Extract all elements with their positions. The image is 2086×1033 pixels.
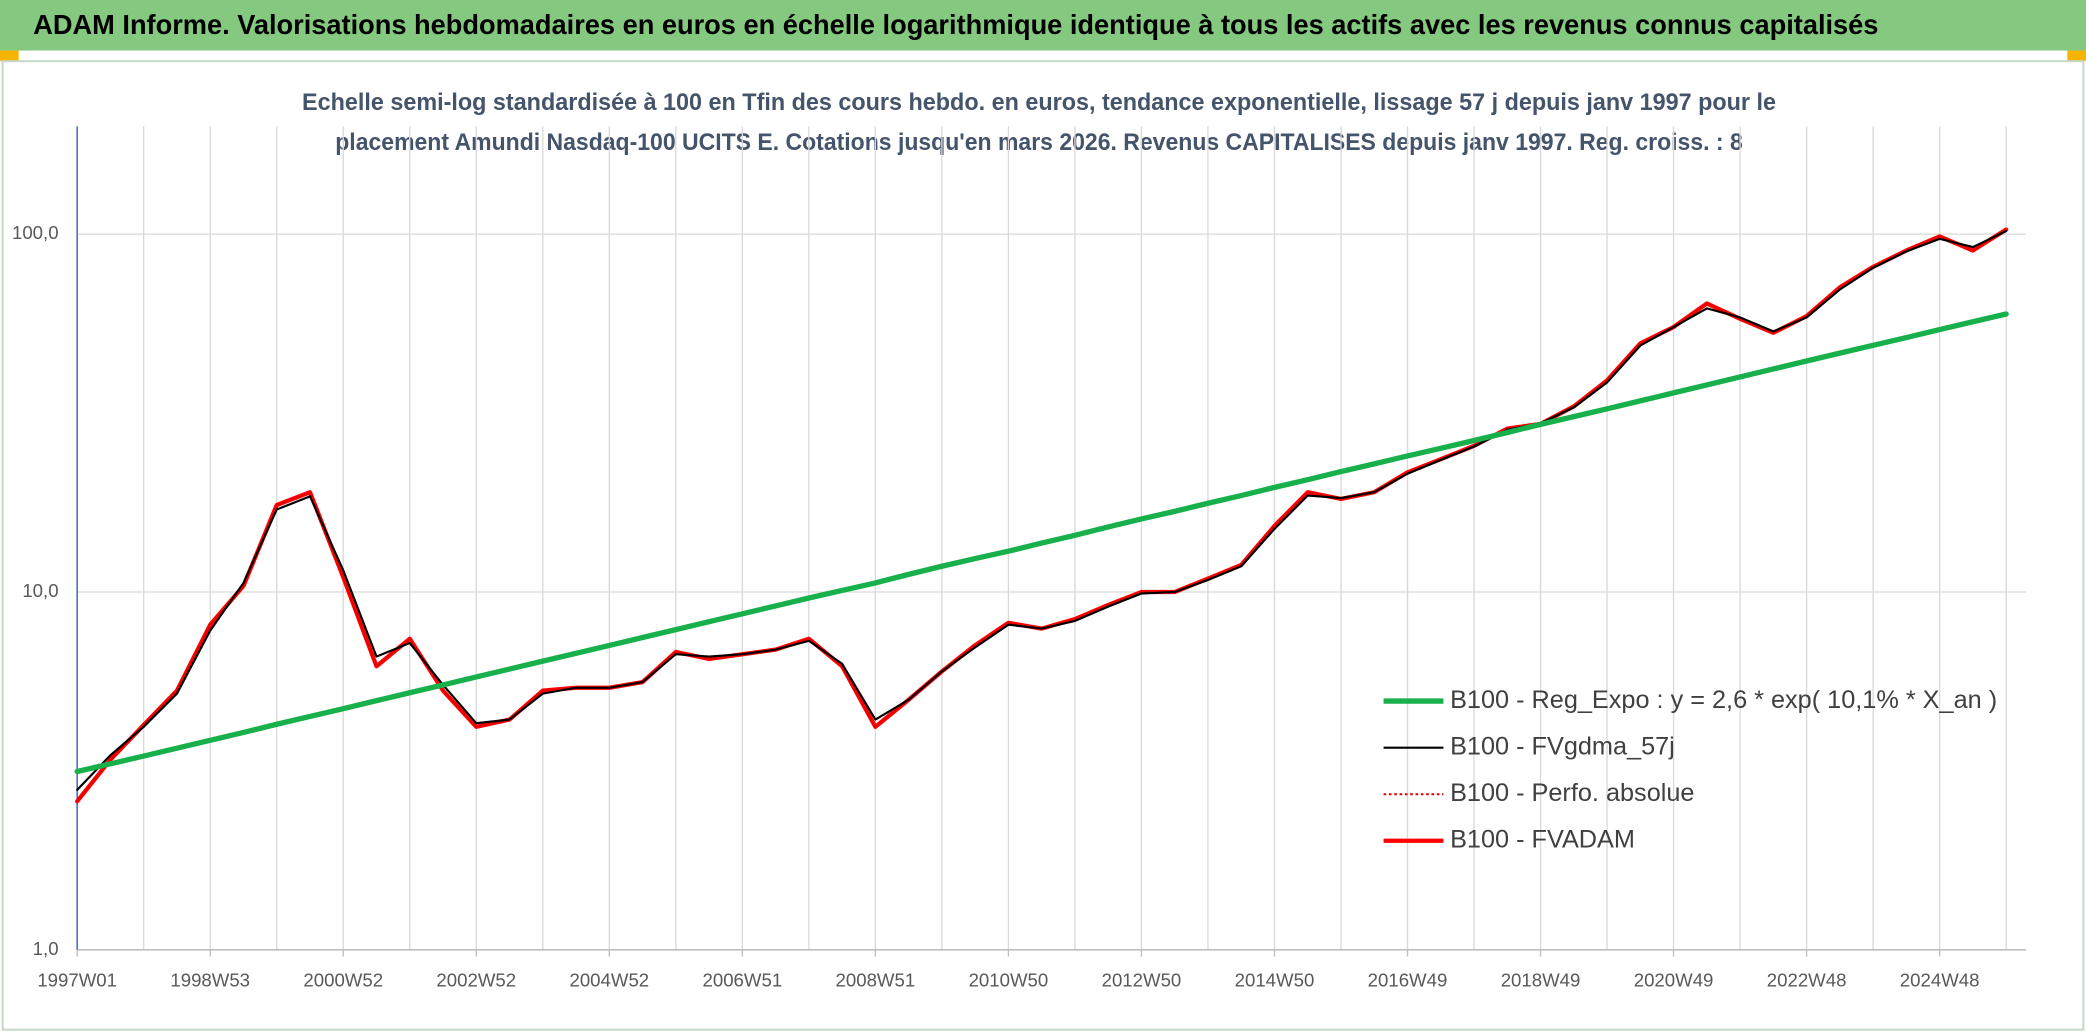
chart-subtitle: Echelle semi-log standardisée à 100 en T… bbox=[302, 89, 1776, 116]
y-tick-label: 100,0 bbox=[12, 222, 59, 243]
x-tick-label: 2020W49 bbox=[1634, 970, 1714, 991]
title-banner bbox=[0, 0, 2086, 51]
y-tick-label: 10,0 bbox=[22, 580, 58, 601]
x-tick-label: 2022W48 bbox=[1767, 970, 1847, 991]
corner-mark bbox=[0, 50, 19, 62]
legend-label: B100 - Reg_Expo : y = 2,6 * exp( 10,1% *… bbox=[1450, 686, 1997, 714]
plot-area: 1,0 10,0 100,0 1997W01 1998W53 2000W52 2002W52… bbox=[12, 126, 2027, 991]
x-tick-label: 2004W52 bbox=[569, 970, 649, 991]
chart-title: ADAM Informe. Valorisations hebdomadaire… bbox=[33, 9, 1878, 40]
legend-label: B100 - FVADAM bbox=[1450, 825, 1635, 853]
series-line bbox=[74, 311, 2009, 775]
legend-label: B100 - Perfo. absolue bbox=[1450, 779, 1694, 807]
x-tick-label: 2012W50 bbox=[1102, 970, 1182, 991]
x-tick-label: 2016W49 bbox=[1368, 970, 1448, 991]
series-line bbox=[76, 229, 2008, 791]
x-tick-label: 2000W52 bbox=[303, 970, 383, 991]
x-tick-label: 2024W48 bbox=[1900, 970, 1980, 991]
x-tick-label: 2018W49 bbox=[1501, 970, 1581, 991]
x-tick-label: 1998W53 bbox=[170, 970, 250, 991]
legend-label: B100 - FVgdma_57j bbox=[1450, 732, 1675, 760]
frame bbox=[1, 60, 2085, 1031]
x-tick-label: 2006W51 bbox=[703, 970, 783, 991]
x-tick-label: 2008W51 bbox=[836, 970, 916, 991]
x-tick-label: 2010W50 bbox=[969, 970, 1049, 991]
y-tick-label: 1,0 bbox=[33, 938, 59, 959]
chart-subtitle: placement Amundi Nasdaq-100 UCITS E. Cot… bbox=[335, 129, 1742, 156]
corner-mark bbox=[2067, 50, 2086, 62]
x-tick-label: 1997W01 bbox=[37, 970, 117, 991]
x-tick-label: 2002W52 bbox=[436, 970, 516, 991]
x-tick-label: 2014W50 bbox=[1235, 970, 1315, 991]
